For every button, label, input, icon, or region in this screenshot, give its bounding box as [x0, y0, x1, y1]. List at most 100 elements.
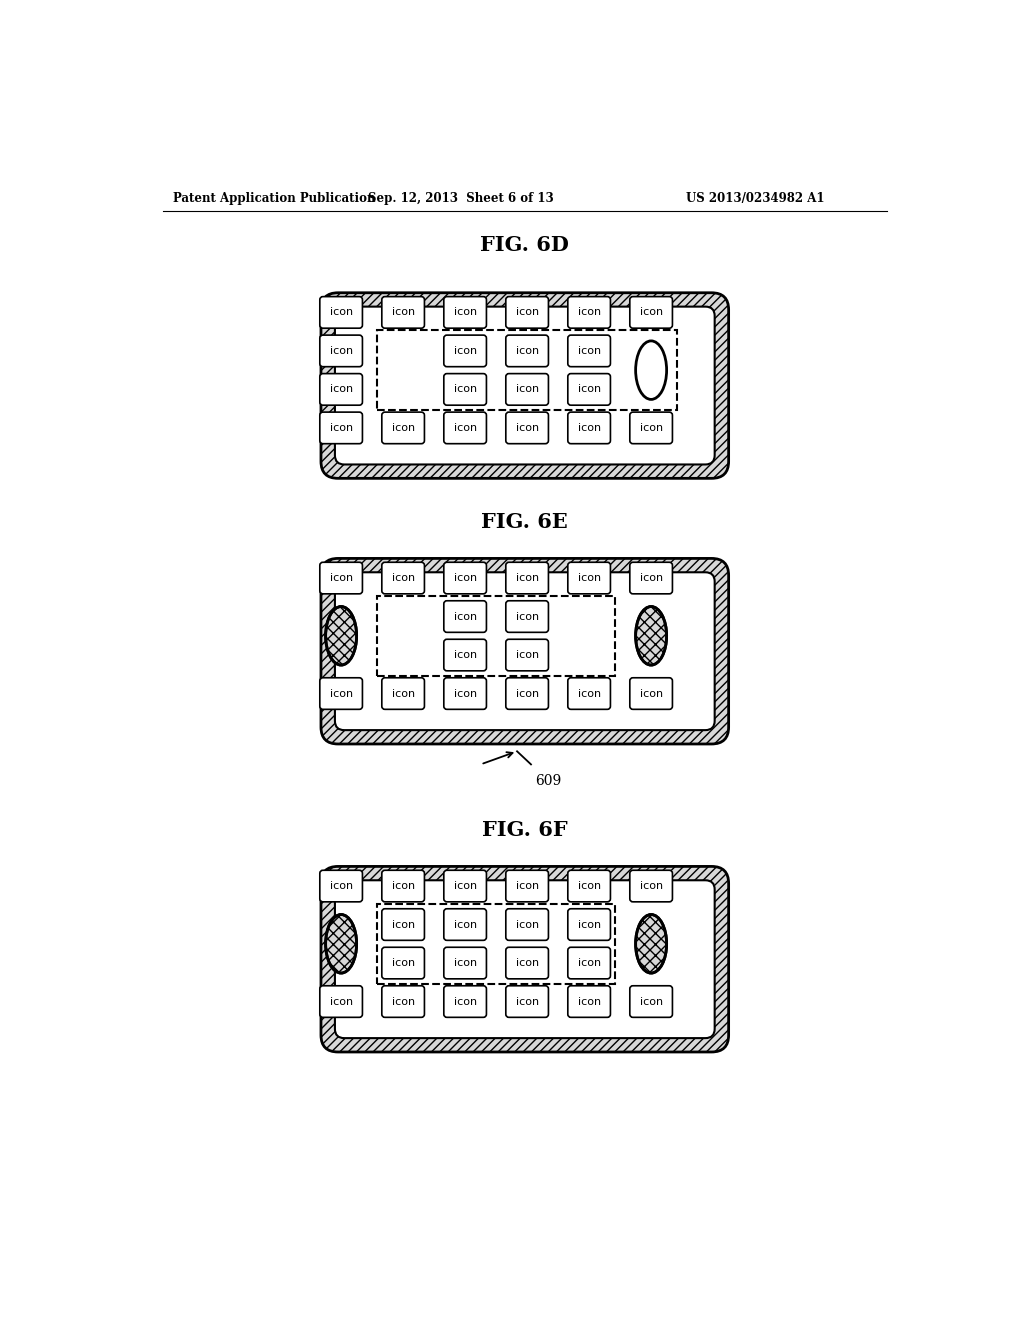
Text: icon: icon	[515, 384, 539, 395]
Text: icon: icon	[454, 422, 477, 433]
Text: icon: icon	[391, 880, 415, 891]
Text: icon: icon	[578, 308, 601, 317]
Ellipse shape	[636, 915, 667, 973]
FancyBboxPatch shape	[506, 639, 549, 671]
FancyBboxPatch shape	[321, 293, 729, 478]
Text: icon: icon	[578, 997, 601, 1007]
FancyBboxPatch shape	[382, 986, 424, 1018]
Text: icon: icon	[515, 649, 539, 660]
Text: icon: icon	[578, 573, 601, 583]
Text: icon: icon	[578, 880, 601, 891]
FancyBboxPatch shape	[335, 573, 715, 730]
Text: icon: icon	[640, 880, 663, 891]
Text: icon: icon	[515, 958, 539, 968]
Text: icon: icon	[454, 920, 477, 929]
FancyBboxPatch shape	[319, 335, 362, 367]
Text: icon: icon	[330, 997, 352, 1007]
Ellipse shape	[326, 915, 356, 973]
Text: icon: icon	[330, 689, 352, 698]
Text: icon: icon	[391, 920, 415, 929]
FancyBboxPatch shape	[506, 562, 549, 594]
FancyBboxPatch shape	[443, 948, 486, 979]
FancyBboxPatch shape	[568, 412, 610, 444]
Text: FIG. 6D: FIG. 6D	[480, 235, 569, 255]
Text: Patent Application Publication: Patent Application Publication	[173, 191, 376, 205]
FancyBboxPatch shape	[321, 866, 729, 1052]
FancyBboxPatch shape	[443, 335, 486, 367]
Text: icon: icon	[454, 958, 477, 968]
FancyBboxPatch shape	[321, 558, 729, 744]
FancyBboxPatch shape	[443, 562, 486, 594]
FancyBboxPatch shape	[443, 297, 486, 329]
Text: Sep. 12, 2013  Sheet 6 of 13: Sep. 12, 2013 Sheet 6 of 13	[369, 191, 554, 205]
Text: icon: icon	[515, 611, 539, 622]
FancyBboxPatch shape	[335, 306, 715, 465]
FancyBboxPatch shape	[443, 986, 486, 1018]
FancyBboxPatch shape	[630, 986, 673, 1018]
Text: icon: icon	[515, 997, 539, 1007]
Text: icon: icon	[578, 384, 601, 395]
Text: icon: icon	[330, 422, 352, 433]
Text: icon: icon	[330, 308, 352, 317]
FancyBboxPatch shape	[568, 908, 610, 940]
FancyBboxPatch shape	[382, 562, 424, 594]
FancyBboxPatch shape	[506, 948, 549, 979]
Text: icon: icon	[454, 880, 477, 891]
Bar	[377, 595, 615, 676]
Text: 609: 609	[535, 774, 561, 788]
Text: icon: icon	[391, 997, 415, 1007]
FancyBboxPatch shape	[319, 374, 362, 405]
Text: icon: icon	[454, 346, 477, 356]
Text: icon: icon	[454, 997, 477, 1007]
Text: icon: icon	[578, 689, 601, 698]
FancyBboxPatch shape	[319, 562, 362, 594]
FancyBboxPatch shape	[568, 297, 610, 329]
Bar	[377, 904, 615, 983]
FancyBboxPatch shape	[319, 677, 362, 709]
FancyBboxPatch shape	[506, 374, 549, 405]
FancyBboxPatch shape	[443, 374, 486, 405]
FancyBboxPatch shape	[568, 562, 610, 594]
Text: icon: icon	[391, 573, 415, 583]
FancyBboxPatch shape	[630, 297, 673, 329]
Text: FIG. 6F: FIG. 6F	[482, 820, 567, 840]
FancyBboxPatch shape	[568, 677, 610, 709]
FancyBboxPatch shape	[443, 601, 486, 632]
Ellipse shape	[326, 607, 356, 665]
FancyBboxPatch shape	[630, 677, 673, 709]
Text: FIG. 6E: FIG. 6E	[481, 512, 568, 532]
Text: icon: icon	[515, 346, 539, 356]
Text: icon: icon	[330, 573, 352, 583]
FancyBboxPatch shape	[382, 297, 424, 329]
Text: icon: icon	[515, 880, 539, 891]
FancyBboxPatch shape	[506, 870, 549, 902]
FancyBboxPatch shape	[382, 870, 424, 902]
Text: icon: icon	[640, 573, 663, 583]
Text: icon: icon	[454, 384, 477, 395]
FancyBboxPatch shape	[443, 639, 486, 671]
FancyBboxPatch shape	[382, 677, 424, 709]
Text: icon: icon	[640, 422, 663, 433]
Text: icon: icon	[330, 346, 352, 356]
FancyBboxPatch shape	[568, 870, 610, 902]
FancyBboxPatch shape	[382, 948, 424, 979]
Text: icon: icon	[578, 422, 601, 433]
Text: icon: icon	[515, 689, 539, 698]
FancyBboxPatch shape	[506, 601, 549, 632]
Text: icon: icon	[391, 958, 415, 968]
FancyBboxPatch shape	[568, 335, 610, 367]
Text: icon: icon	[391, 422, 415, 433]
Text: icon: icon	[515, 422, 539, 433]
Text: icon: icon	[515, 920, 539, 929]
FancyBboxPatch shape	[630, 562, 673, 594]
Text: icon: icon	[330, 880, 352, 891]
Bar	[377, 330, 678, 411]
FancyBboxPatch shape	[630, 412, 673, 444]
FancyBboxPatch shape	[319, 870, 362, 902]
Text: icon: icon	[640, 308, 663, 317]
FancyBboxPatch shape	[382, 908, 424, 940]
Text: icon: icon	[515, 573, 539, 583]
Text: icon: icon	[578, 958, 601, 968]
Text: US 2013/0234982 A1: US 2013/0234982 A1	[686, 191, 824, 205]
FancyBboxPatch shape	[506, 677, 549, 709]
